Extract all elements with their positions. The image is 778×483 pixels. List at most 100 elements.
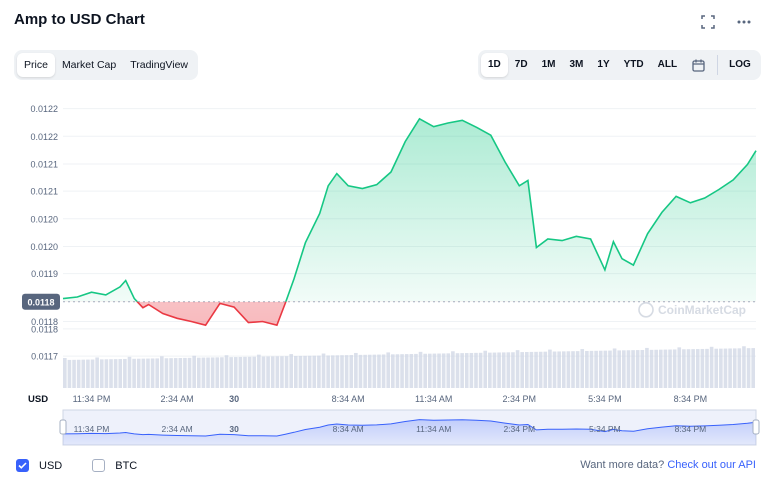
volume-bar xyxy=(81,359,86,388)
btc-checkbox[interactable] xyxy=(92,459,106,472)
volume-bar xyxy=(515,350,520,388)
data-point xyxy=(755,149,757,151)
data-point xyxy=(612,240,614,242)
volume-bar xyxy=(367,354,372,388)
navigator-area xyxy=(63,419,756,445)
volume-bar xyxy=(497,352,501,388)
x-tick-label: 11:34 AM xyxy=(415,394,452,404)
data-point xyxy=(390,171,392,173)
volume-bar xyxy=(317,355,321,388)
volume-bar xyxy=(372,354,377,388)
volume-bar xyxy=(552,351,557,388)
volume-bar xyxy=(215,357,220,388)
volume-bar xyxy=(742,346,746,388)
tab-price[interactable]: Price xyxy=(17,53,55,77)
x-tick-label: 2:34 AM xyxy=(161,394,194,404)
navigator-tick-label: 5:34 PM xyxy=(589,424,621,434)
baseline-label: 0.0118 xyxy=(27,297,54,307)
volume-bar xyxy=(437,353,441,388)
data-point xyxy=(76,296,78,298)
volume-bar xyxy=(478,352,483,388)
volume-bar xyxy=(529,351,534,388)
price-chart[interactable]: 0.0122 0.0122 0.0121 0.0121 0.0120 0.0120 0.01… xyxy=(0,88,778,452)
volume-bar xyxy=(728,348,732,388)
volume-bar xyxy=(418,351,423,388)
data-point xyxy=(176,317,178,319)
data-point xyxy=(490,134,492,136)
data-point xyxy=(125,279,127,281)
volume-bar xyxy=(492,352,497,388)
data-point xyxy=(433,126,435,128)
volume-bar xyxy=(183,357,187,388)
range-1m[interactable]: 1M xyxy=(541,59,556,70)
data-point xyxy=(204,324,206,326)
volume-bar xyxy=(247,356,252,388)
navigator-line xyxy=(62,419,757,437)
time-range-tabs: 1D 7D 1M 3M 1Y YTD ALL LOG xyxy=(478,50,761,80)
volume-bar xyxy=(635,350,640,388)
volume-bar xyxy=(307,355,312,388)
volume-bar xyxy=(501,352,506,388)
calendar-icon[interactable] xyxy=(684,53,713,77)
tab-market-cap[interactable]: Market Cap xyxy=(61,59,117,71)
area-up xyxy=(63,118,756,302)
volume-bar xyxy=(557,351,561,388)
volume-bar xyxy=(705,348,709,388)
data-point xyxy=(284,302,286,304)
usd-label: USD xyxy=(39,459,63,472)
fullscreen-icon[interactable] xyxy=(700,14,716,30)
navigator-tick-label: 2:34 AM xyxy=(161,424,192,434)
y-tick-label: 0.0120 xyxy=(30,242,58,252)
baseline-badge: 0.0118 xyxy=(22,293,60,310)
volume-bar xyxy=(155,358,160,388)
volume-bar xyxy=(455,353,460,388)
range-3m[interactable]: 3M xyxy=(569,59,584,70)
volume-bar xyxy=(561,351,566,388)
volume-bar xyxy=(326,355,330,388)
volume-bar xyxy=(695,349,700,388)
volume-bar xyxy=(95,357,99,388)
data-point xyxy=(190,320,192,322)
navigator-tick-label: 11:34 AM xyxy=(416,424,451,434)
log-toggle[interactable]: LOG xyxy=(729,59,751,70)
navigator-handle-left[interactable] xyxy=(59,419,67,435)
volume-bar xyxy=(649,349,654,388)
volume-bar xyxy=(626,350,631,388)
volume-bar xyxy=(132,358,136,388)
currency-options: USD BTC xyxy=(16,459,167,472)
data-point xyxy=(119,286,121,288)
data-point xyxy=(561,239,563,241)
volume-bar xyxy=(178,358,183,388)
axis-currency-label: USD xyxy=(28,394,48,405)
volume-bar xyxy=(672,349,677,388)
data-point xyxy=(133,297,135,299)
data-point xyxy=(661,211,663,213)
range-ytd[interactable]: YTD xyxy=(623,59,644,70)
volume-bar xyxy=(525,352,529,388)
volume-bar xyxy=(631,350,635,388)
volume-bar xyxy=(169,358,173,388)
volume-bar xyxy=(173,358,178,388)
data-point xyxy=(147,303,149,305)
data-point xyxy=(632,264,634,266)
range-all[interactable]: ALL xyxy=(657,59,678,70)
range-1y[interactable]: 1Y xyxy=(597,59,610,70)
volume-bar xyxy=(266,356,270,388)
data-point xyxy=(527,179,529,181)
volume-bar xyxy=(400,354,404,388)
range-7d[interactable]: 7D xyxy=(514,59,528,70)
usd-checkbox[interactable] xyxy=(16,459,29,472)
navigator-handle-right[interactable] xyxy=(752,419,760,435)
data-point xyxy=(142,306,144,308)
tab-tradingview[interactable]: TradingView xyxy=(130,59,188,71)
data-point xyxy=(675,195,677,197)
volume-bar xyxy=(377,354,381,388)
range-1d[interactable]: 1D xyxy=(481,53,508,77)
volume-bar xyxy=(423,353,427,388)
volume-bar xyxy=(270,356,275,388)
more-dots-icon[interactable] xyxy=(736,14,752,30)
volume-bar xyxy=(414,353,418,388)
data-point xyxy=(327,185,329,187)
api-link[interactable]: Check out our API xyxy=(667,459,756,471)
volume-bar xyxy=(654,349,658,388)
